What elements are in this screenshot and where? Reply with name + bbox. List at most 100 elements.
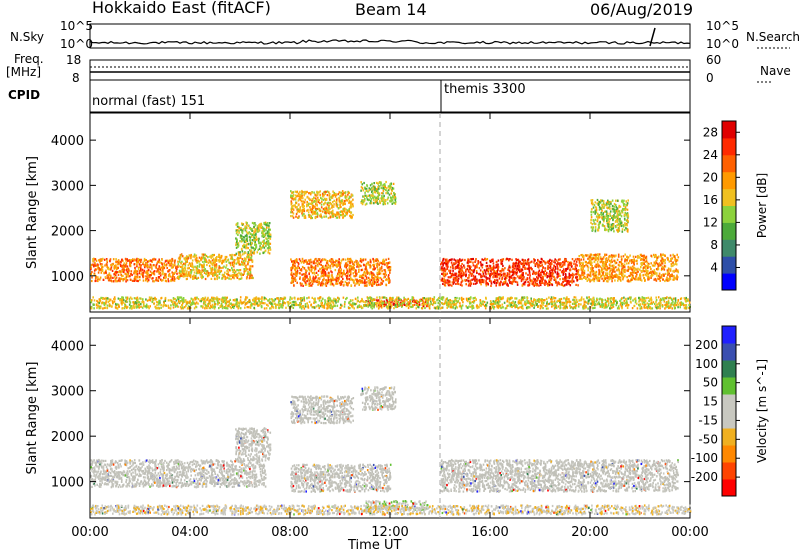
data-cell [97,279,99,283]
data-cell [149,274,151,277]
data-cell [387,257,390,260]
data-cell [332,276,334,279]
data-cell [485,276,487,279]
data-cell [136,260,138,263]
data-cell [376,262,379,265]
data-cell [594,271,597,274]
data-cell [485,268,488,271]
data-cell [329,283,332,286]
data-cell [240,247,243,250]
data-cell [481,263,484,266]
data-cell [551,272,553,275]
data-cell [362,277,365,280]
data-cell [266,247,269,250]
data-cell [241,253,244,256]
data-cell [191,264,194,267]
data-cell [222,260,225,263]
data-cell [460,259,463,262]
data-cell [134,258,136,261]
data-cell [349,257,352,260]
data-cell [263,239,265,242]
data-cell [142,279,145,282]
data-cell [249,241,252,244]
data-cell [267,251,269,254]
data-cell [260,222,262,225]
data-cell [630,271,633,275]
data-cell [514,277,517,280]
data-cell [196,270,199,274]
data-cell [647,270,649,273]
data-cell [96,276,99,280]
data-cell [305,271,307,274]
data-cell [656,272,658,275]
data-cell [370,202,373,205]
data-cell [576,278,579,282]
data-cell [329,280,331,283]
data-cell [537,271,540,274]
data-cell [151,267,153,270]
data-cell [383,261,386,264]
data-cell [484,271,487,274]
data-cell [123,277,126,281]
data-cell [102,278,105,281]
data-cell [161,267,164,270]
data-cell [150,264,153,267]
data-cell [91,276,93,279]
data-cell [242,236,245,239]
data-cell [365,277,368,281]
data-cell [98,268,100,271]
data-cell [145,278,147,281]
data-cell [451,258,453,261]
data-cell [267,237,270,240]
data-cell [260,248,262,251]
data-cell [497,281,499,284]
data-cell [93,264,96,267]
data-cell [129,263,132,266]
data-cell [493,270,495,273]
data-cell [386,190,389,193]
data-cell [367,279,370,282]
data-cell [565,268,567,271]
data-cell [297,216,299,219]
data-cell [346,268,348,271]
data-cell [125,275,128,279]
data-cell [140,260,142,263]
data-cell [105,258,108,261]
data-cell [586,279,589,282]
data-cell [99,263,102,266]
data-cell [259,246,262,249]
data-cell [452,266,454,269]
data-cell [455,282,457,285]
data-cell [206,272,208,275]
data-cell [380,262,382,265]
data-cell [369,258,372,261]
data-cell [231,274,234,277]
data-cell [394,198,397,202]
data-cell [313,272,316,275]
data-cell [220,254,223,258]
data-cell [579,277,581,280]
data-cell [586,276,589,279]
data-cell [317,193,319,196]
data-cell [555,281,557,284]
data-cell [539,280,541,283]
data-cell [528,269,530,272]
data-cell [241,222,243,225]
data-cell [547,267,549,270]
data-cell [523,262,525,265]
data-cell [298,272,301,275]
data-cell [251,233,254,236]
data-cell [246,255,248,258]
data-cell [656,274,658,277]
data-cell [297,265,299,268]
data-cell [349,260,351,263]
data-cell [559,258,561,261]
data-cell [580,258,582,261]
data-cell [345,264,347,267]
data-cell [605,210,608,213]
data-cell [179,272,182,276]
data-cell [199,270,201,273]
data-cell [295,201,298,204]
data-cell [315,197,317,200]
data-cell [544,269,547,272]
